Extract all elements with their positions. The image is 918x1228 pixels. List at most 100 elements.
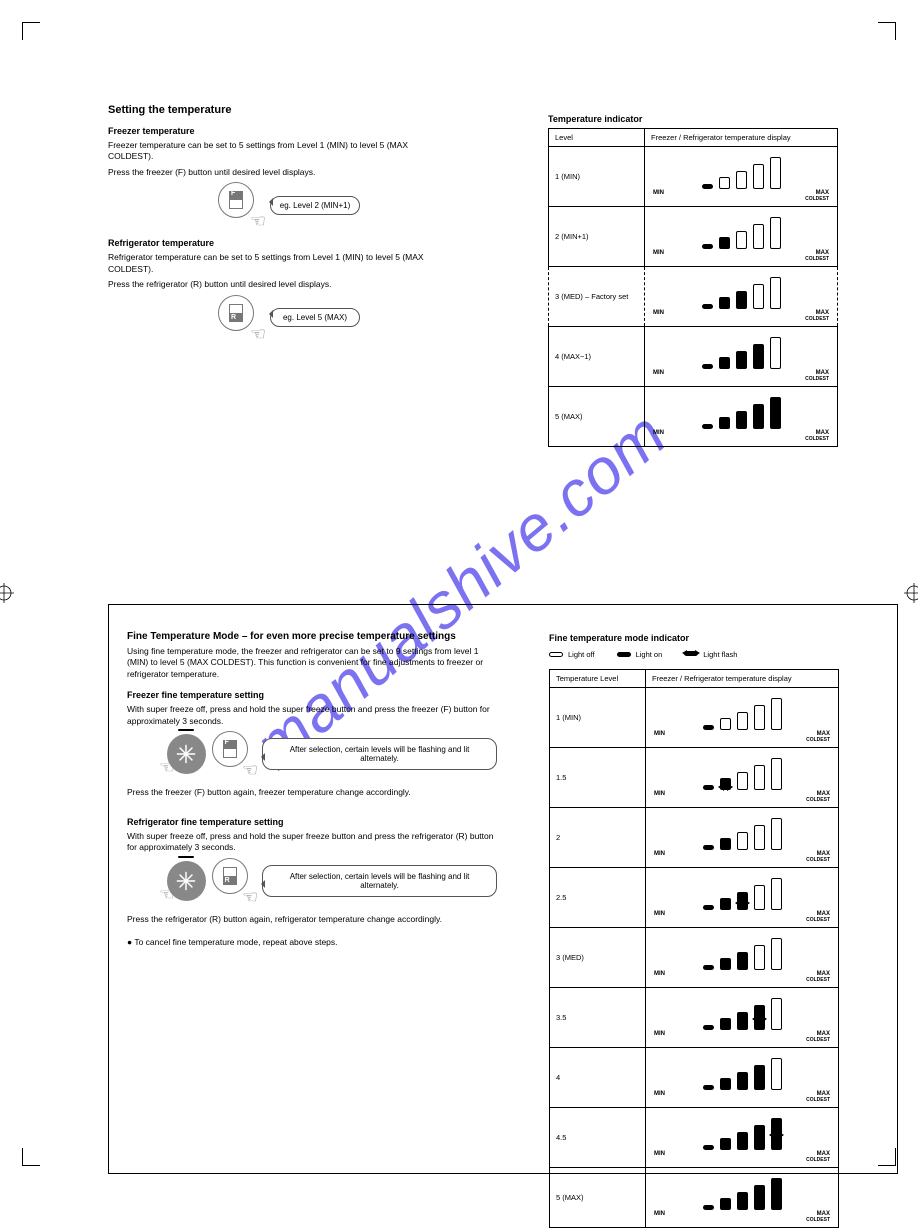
head-level: Temperature Level: [550, 670, 646, 688]
level-display: MINMAXCOLDEST: [646, 748, 839, 808]
fine-right-col: Fine temperature mode indicator Light of…: [549, 623, 869, 1228]
left-column: Setting the temperature Freezer temperat…: [108, 104, 428, 341]
fine-freezer-icons: ☜ F☜ After selection, certain levels wil…: [167, 731, 497, 777]
table-row: 3 (MED) – Factory set MINMAXCOLDEST: [549, 267, 838, 327]
fine-freezer-bubble: After selection, certain levels will be …: [262, 738, 497, 770]
freezer-desc-1: Freezer temperature can be set to 5 sett…: [108, 140, 428, 163]
fine-fridge-p2: Press the refrigerator (R) button again,…: [127, 914, 497, 925]
freezer-icon-row: F☜ eg. Level 2 (MIN+1): [218, 182, 428, 228]
fine-left-col: Fine Temperature Mode – for even more pr…: [127, 623, 497, 953]
table-head-row: Level Freezer / Refrigerator temperature…: [549, 129, 838, 147]
table-row: 1 (MIN) MINMAXCOLDEST: [549, 147, 838, 207]
level-label: 2.5: [550, 868, 646, 928]
level-label: 3.5: [550, 988, 646, 1048]
table-row: 5 (MAX) MINMAXCOLDEST: [549, 387, 838, 447]
level-label: 4 (MAX−1): [549, 327, 645, 387]
freezer-desc-2: Press the freezer (F) button until desir…: [108, 167, 428, 178]
table-head-row: Temperature Level Freezer / Refrigerator…: [550, 670, 839, 688]
pointing-hand-icon: ☜: [159, 757, 175, 778]
crop-mark-bl: [22, 1148, 40, 1166]
level-display: MINMAXCOLDEST: [646, 1108, 839, 1168]
head-display: Freezer / Refrigerator temperature displ…: [646, 670, 839, 688]
heading-freezer-temp: Freezer temperature: [108, 126, 428, 136]
legend: Light off Light on Light flash: [549, 647, 869, 661]
level-label: 4: [550, 1048, 646, 1108]
crop-mark-tr: [878, 22, 896, 40]
fine-mode-intro: Using fine temperature mode, the freezer…: [127, 646, 497, 680]
fine-freezer-p2: Press the freezer (F) button again, free…: [127, 787, 497, 798]
level-display: MINMAXCOLDEST: [645, 387, 838, 447]
head-level: Level: [549, 129, 645, 147]
fine-fridge-bubble: After selection, certain levels will be …: [262, 865, 497, 897]
legend-flash: Light flash: [684, 647, 737, 661]
level-display: MINMAXCOLDEST: [645, 147, 838, 207]
temperature-indicator-table: Level Freezer / Refrigerator temperature…: [548, 128, 838, 447]
fine-table-head: Fine temperature mode indicator: [549, 633, 869, 643]
legend-on: Light on: [617, 650, 663, 659]
level-display: MINMAXCOLDEST: [645, 327, 838, 387]
level-label: 1.5: [550, 748, 646, 808]
freezer-bubble: eg. Level 2 (MIN+1): [270, 196, 360, 215]
fridge-desc-2: Press the refrigerator (R) button until …: [108, 279, 428, 290]
pointing-hand-icon: ☜: [159, 884, 175, 905]
pointing-hand-icon: ☜: [250, 325, 266, 343]
pointing-hand-icon: ☜: [242, 761, 258, 779]
crop-mark-tl: [22, 22, 40, 40]
level-label: 3 (MED) – Factory set: [549, 267, 645, 327]
level-display: MINMAXCOLDEST: [646, 1048, 839, 1108]
level-display: MINMAXCOLDEST: [645, 207, 838, 267]
heading-setting-temperature: Setting the temperature: [108, 104, 428, 116]
registration-mark-left: [0, 583, 14, 605]
fridge-r-button-icon: R☜: [212, 858, 256, 904]
table-row: 4 (MAX−1) MINMAXCOLDEST: [549, 327, 838, 387]
fine-cancel: ● To cancel fine temperature mode, repea…: [127, 937, 497, 948]
level-display: MINMAXCOLDEST: [646, 928, 839, 988]
legend-off: Light off: [549, 650, 595, 659]
level-label: 5 (MAX): [549, 387, 645, 447]
table-row: 2.5 MINMAXCOLDEST: [550, 868, 839, 928]
level-display: MINMAXCOLDEST: [646, 988, 839, 1048]
level-label: 1 (MIN): [550, 688, 646, 748]
freezer-f-button-icon: F☜: [218, 182, 264, 228]
fridge-icon-row: R☜ eg. Level 5 (MAX): [218, 295, 428, 341]
level-label: 5 (MAX): [550, 1168, 646, 1228]
fine-freezer-head: Freezer fine temperature setting: [127, 690, 497, 700]
level-display: MINMAXCOLDEST: [646, 1168, 839, 1228]
head-display: Freezer / Refrigerator temperature displ…: [645, 129, 838, 147]
fridge-bubble: eg. Level 5 (MAX): [270, 308, 360, 327]
fridge-r-button-icon: R☜: [218, 295, 264, 341]
level-label: 2: [550, 808, 646, 868]
level-label: 3 (MED): [550, 928, 646, 988]
table-row: 3 (MED) MINMAXCOLDEST: [550, 928, 839, 988]
level-label: 2 (MIN+1): [549, 207, 645, 267]
table-row: 3.5 MINMAXCOLDEST: [550, 988, 839, 1048]
heading-fridge-temp: Refrigerator temperature: [108, 238, 428, 248]
level-display: MINMAXCOLDEST: [646, 868, 839, 928]
table-row: 1.5 MINMAXCOLDEST: [550, 748, 839, 808]
level-display: MINMAXCOLDEST: [646, 688, 839, 748]
level-display: MINMAXCOLDEST: [646, 808, 839, 868]
freezer-f-button-icon: F☜: [212, 731, 256, 777]
super-freeze-icon: ☜: [167, 734, 206, 774]
heading-temp-indicator: Temperature indicator: [548, 114, 868, 124]
table-row: 4 MINMAXCOLDEST: [550, 1048, 839, 1108]
fine-mode-box: Fine Temperature Mode – for even more pr…: [108, 604, 898, 1174]
right-column: Temperature indicator Level Freezer / Re…: [548, 104, 868, 447]
table-row: 4.5 MINMAXCOLDEST: [550, 1108, 839, 1168]
table-row: 2 MINMAXCOLDEST: [550, 808, 839, 868]
page: manualshive.com Setting the temperature …: [0, 0, 918, 1188]
fine-fridge-icons: ☜ R☜ After selection, certain levels wil…: [167, 858, 497, 904]
fine-fridge-p1: With super freeze off, press and hold th…: [127, 831, 497, 854]
fine-freezer-p1: With super freeze off, press and hold th…: [127, 704, 497, 727]
fridge-desc-1: Refrigerator temperature can be set to 5…: [108, 252, 428, 275]
level-display: MINMAXCOLDEST: [645, 267, 838, 327]
pointing-hand-icon: ☜: [250, 212, 266, 230]
table-row: 2 (MIN+1) MINMAXCOLDEST: [549, 207, 838, 267]
fine-fridge-head: Refrigerator fine temperature setting: [127, 817, 497, 827]
level-label: 1 (MIN): [549, 147, 645, 207]
level-label: 4.5: [550, 1108, 646, 1168]
fine-temperature-table: Temperature Level Freezer / Refrigerator…: [549, 669, 839, 1228]
fine-mode-title: Fine Temperature Mode – for even more pr…: [127, 631, 497, 642]
table-row: 1 (MIN) MINMAXCOLDEST: [550, 688, 839, 748]
pointing-hand-icon: ☜: [242, 888, 258, 906]
